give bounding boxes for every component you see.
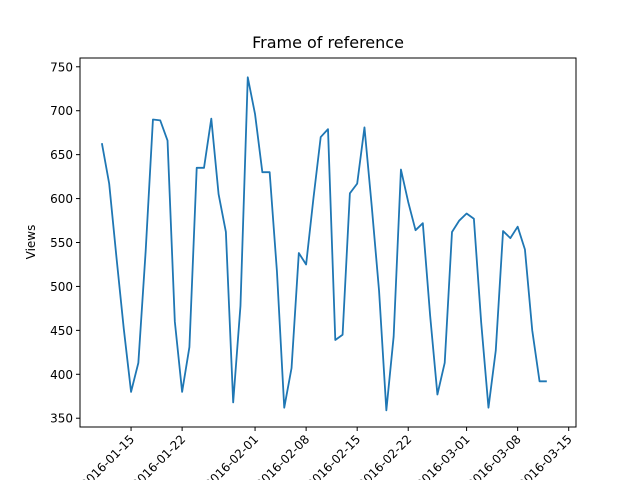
chart-title: Frame of reference	[252, 33, 404, 52]
y-tick-label: 400	[50, 368, 73, 382]
y-axis: 350 400 450 500 550 600 650 700 750	[50, 60, 80, 426]
y-tick-label: 450	[50, 324, 73, 338]
y-tick-label: 650	[50, 148, 73, 162]
y-tick-label: 750	[50, 60, 73, 74]
y-tick-label: 550	[50, 236, 73, 250]
y-tick-label: 700	[50, 104, 73, 118]
y-tick-label: 500	[50, 280, 73, 294]
y-axis-label: Views	[24, 225, 38, 260]
series-line	[100, 76, 547, 412]
y-tick-label: 350	[50, 412, 73, 426]
plot-frame	[79, 57, 577, 428]
y-tick-label: 600	[50, 192, 73, 206]
